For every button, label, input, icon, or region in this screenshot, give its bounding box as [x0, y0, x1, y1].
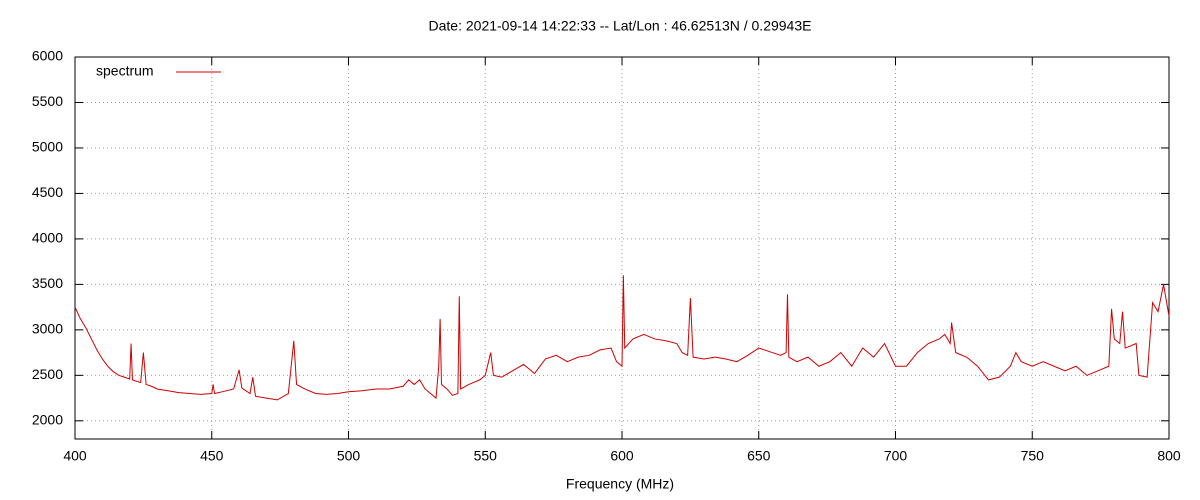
x-tick-label: 800: [1157, 448, 1181, 464]
y-tick-label: 4500: [32, 184, 63, 200]
y-tick-label: 5500: [32, 93, 63, 109]
x-tick-label: 450: [200, 448, 224, 464]
y-tick-label: 4000: [32, 230, 63, 246]
x-tick-label: 500: [337, 448, 361, 464]
y-tick-label: 2500: [32, 366, 63, 382]
plot-border: [74, 56, 1170, 440]
legend-label: spectrum: [96, 63, 154, 79]
x-tick-label: 650: [747, 448, 771, 464]
y-tick-label: 5000: [32, 139, 63, 155]
y-tick-label: 6000: [32, 48, 63, 64]
spectrum-line: [74, 275, 1170, 401]
x-axis-label: Frequency (MHz): [566, 476, 674, 492]
x-tick-label: 750: [1021, 448, 1045, 464]
y-tick-label: 3500: [32, 275, 63, 291]
y-tick-label: 2000: [32, 412, 63, 428]
chart-title: Date: 2021-09-14 14:22:33 -- Lat/Lon : 4…: [429, 18, 812, 34]
x-tick-label: 700: [884, 448, 908, 464]
y-tick-label: 3000: [32, 321, 63, 337]
x-tick-label: 600: [610, 448, 634, 464]
x-tick-label: 550: [474, 448, 498, 464]
x-tick-label: 400: [63, 448, 87, 464]
